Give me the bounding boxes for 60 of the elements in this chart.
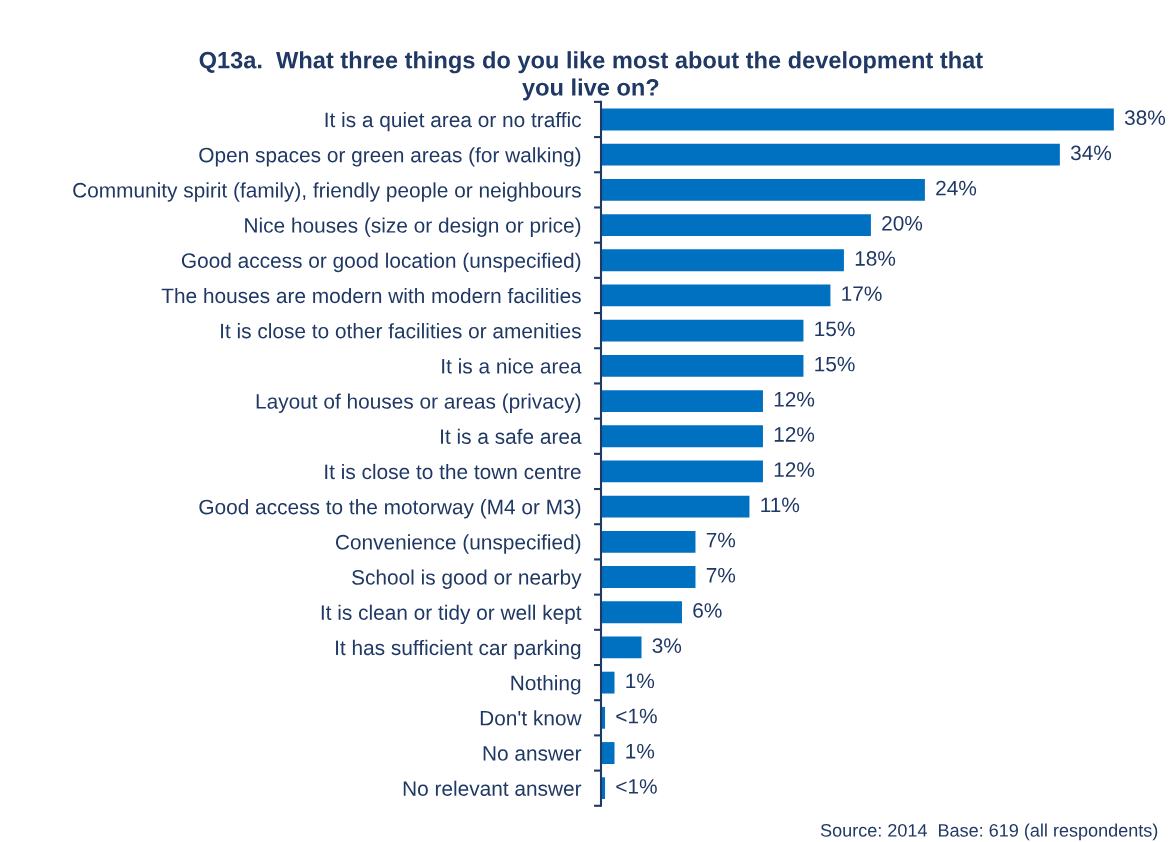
data-label: 20%	[882, 215, 923, 231]
bar	[601, 178, 925, 201]
y-tick-label: It is close to other facilities or amenities	[221, 323, 581, 339]
bar	[601, 249, 844, 272]
bar	[601, 460, 763, 483]
y-tick-label: The houses are modern with modern facilities	[161, 287, 581, 304]
data-label: 15%	[815, 356, 855, 372]
y-tick-label: Don't know	[480, 710, 582, 726]
data-label: 12%	[774, 427, 815, 442]
y-tick-label: No answer	[483, 746, 582, 761]
y-tick-label: It is a safe area	[441, 428, 582, 444]
y-tick-label: School is good or nearby	[352, 569, 582, 589]
y-tick-label: It is clean or tidy or well kept	[321, 604, 582, 625]
y-tick-label: It is a nice area	[442, 358, 582, 374]
bar	[601, 425, 763, 448]
y-tick-label: Layout of houses or areas (privacy)	[256, 393, 581, 413]
bar	[601, 214, 871, 236]
y-tick-label: Nothing	[511, 675, 581, 695]
y-tick-label: Convenience (unspecified)	[335, 534, 581, 554]
data-label: 24%	[936, 180, 977, 196]
y-tick-label: Good access or good location (unspecified)	[181, 252, 581, 273]
data-label: 17%	[842, 286, 882, 301]
chart-title: Q13a. What three things do you like most about the development that you live on?	[199, 51, 983, 101]
bar	[601, 530, 696, 553]
data-label: 1%	[626, 743, 655, 759]
data-label: 12%	[774, 391, 815, 407]
bar	[601, 742, 615, 764]
data-label: 38%	[1124, 110, 1166, 126]
bar	[601, 636, 642, 659]
bar	[601, 108, 1114, 131]
data-label: 34%	[1070, 145, 1112, 161]
data-label: 7%	[706, 532, 736, 548]
bar	[601, 319, 804, 342]
bar	[601, 284, 831, 307]
data-label: 3%	[652, 638, 682, 654]
data-label: 18%	[855, 251, 896, 266]
bar	[601, 495, 750, 518]
y-tick-label: Good access to the motorway (M4 or M3)	[199, 499, 581, 519]
bar	[601, 601, 682, 624]
y-tick-label: It is a quiet area or no traffic	[325, 111, 582, 132]
bar	[601, 354, 804, 377]
bar	[601, 143, 1060, 166]
bar	[601, 566, 696, 588]
source-note: Source: 2014 Base: 619 (all respondents)	[820, 823, 1158, 841]
data-label: 6%	[693, 603, 722, 618]
bar	[601, 390, 763, 412]
data-label: <1%	[616, 708, 657, 724]
data-label: <1%	[616, 779, 657, 794]
data-label: 15%	[815, 321, 855, 337]
data-label: 7%	[706, 567, 736, 583]
y-tick-label: It is close to the town centre	[325, 463, 581, 480]
y-tick-label: Nice houses (size or design or price)	[245, 217, 581, 237]
data-label: 12%	[774, 462, 815, 477]
y-tick-label: Open spaces or green areas (for walking)	[199, 147, 581, 167]
y-tick-label: Community spirit (family), friendly people or neighbours	[73, 182, 581, 202]
data-label: 1%	[626, 673, 655, 689]
y-tick-label: No relevant answer	[403, 780, 582, 796]
bar	[601, 671, 615, 694]
y-tick-label: It has sufficient car parking	[336, 639, 581, 660]
data-label: 11%	[761, 497, 800, 513]
